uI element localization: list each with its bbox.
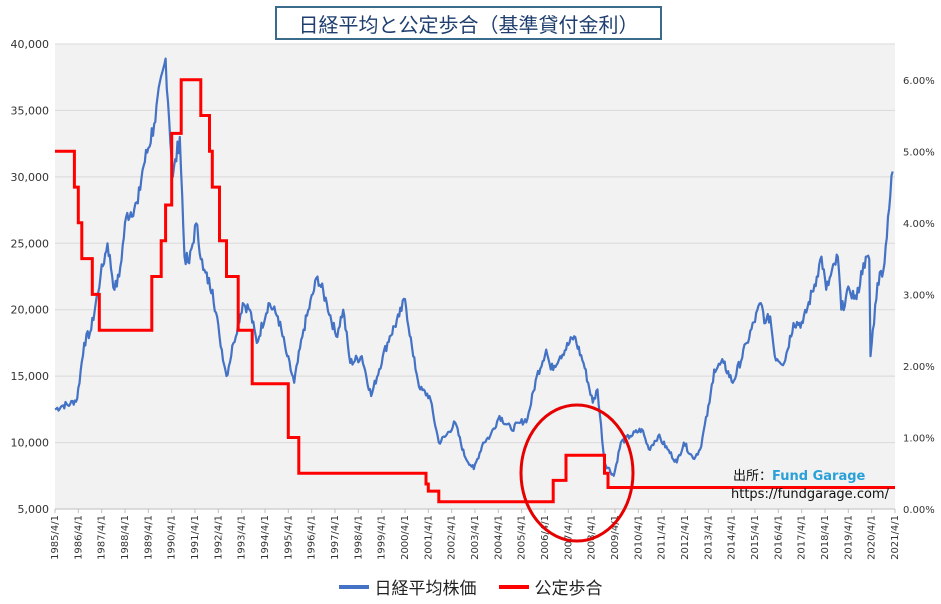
y-right-tick-label: 1.00% xyxy=(903,433,935,444)
series-lines xyxy=(54,57,895,504)
legend-item-discount-rate: 公定歩合 xyxy=(498,574,603,599)
highlight-circle xyxy=(519,403,635,543)
x-tick-label: 1993/4/1 xyxy=(237,515,248,560)
x-tick-label: 2006/4/1 xyxy=(540,515,551,560)
x-tick-label: 2017/4/1 xyxy=(797,515,808,560)
x-tick-label: 1995/4/1 xyxy=(283,515,294,560)
x-tick-label: 1999/4/1 xyxy=(377,515,388,560)
x-tick-label: 2007/4/1 xyxy=(563,515,574,560)
left-axis: 5,000 10,000 15,000 20,000 25,000 30,000 35,00… xyxy=(11,38,50,516)
series-line-nikkei xyxy=(54,57,894,477)
x-axis: 1985/4/1 1986/4/1 1987/4/1 1988/4/1 1989/4/1… xyxy=(50,508,901,560)
x-tick-label: 2013/4/1 xyxy=(703,515,714,560)
y-left-tick-label: 10,000 xyxy=(11,437,50,450)
y-left-tick-label: 40,000 xyxy=(11,38,50,51)
x-tick-label: 1989/4/1 xyxy=(143,515,154,560)
x-tick-label: 2021/4/1 xyxy=(890,515,901,560)
y-left-tick-label: 5,000 xyxy=(18,503,50,516)
x-tick-label: 1985/4/1 xyxy=(50,515,61,560)
x-tick-label: 1998/4/1 xyxy=(353,515,364,560)
y-right-tick-label: 5.00% xyxy=(903,147,935,158)
x-tick-label: 2016/4/1 xyxy=(773,515,784,560)
x-tick-label: 2019/4/1 xyxy=(843,515,854,560)
plot-area xyxy=(55,44,895,509)
x-tick-label: 1994/4/1 xyxy=(260,515,271,560)
legend-label-discount-rate: 公定歩合 xyxy=(534,579,603,599)
series-line-discount-rate xyxy=(55,78,895,504)
source-name: Fund Garage xyxy=(772,469,866,484)
legend-swatch-discount-rate xyxy=(498,584,529,589)
source-line: 出所：Fund Garage xyxy=(733,465,865,484)
source-label: 出所： xyxy=(733,469,773,484)
right-axis: 0.00% 1.00% 2.00% 3.00% 4.00% 5.00% 6.00% xyxy=(903,76,935,516)
x-tick-label: 1990/4/1 xyxy=(167,515,178,560)
legend-item-nikkei: 日経平均株価 xyxy=(338,574,477,599)
y-left-tick-label: 25,000 xyxy=(11,237,50,250)
y-left-tick-label: 15,000 xyxy=(11,370,50,383)
x-tick-label: 1988/4/1 xyxy=(120,515,131,560)
x-tick-label: 2020/4/1 xyxy=(867,515,878,560)
x-tick-label: 1996/4/1 xyxy=(307,515,318,560)
x-tick-label: 2012/4/1 xyxy=(680,515,691,560)
chart-title: 日経平均と公定歩合（基準貸付金利） xyxy=(275,6,662,40)
source-url: https://fundgarage.com/ xyxy=(731,487,889,502)
x-tick-label: 1986/4/1 xyxy=(73,515,84,560)
y-right-tick-label: 2.00% xyxy=(903,362,935,373)
x-tick-label: 2018/4/1 xyxy=(820,515,831,560)
x-tick-label: 2002/4/1 xyxy=(447,515,458,560)
legend: 日経平均株価 公定歩合 xyxy=(0,574,941,599)
legend-swatch-nikkei xyxy=(338,584,369,589)
x-tick-label: 2009/4/1 xyxy=(610,515,621,560)
y-right-tick-label: 4.00% xyxy=(903,219,935,230)
y-right-tick-label: 0.00% xyxy=(903,505,935,516)
x-tick-label: 1992/4/1 xyxy=(213,515,224,560)
y-left-tick-label: 30,000 xyxy=(11,171,50,184)
x-tick-label: 1997/4/1 xyxy=(330,515,341,560)
x-tick-label: 2001/4/1 xyxy=(423,515,434,560)
x-tick-label: 1987/4/1 xyxy=(97,515,108,560)
x-tick-label: 2004/4/1 xyxy=(493,515,504,560)
x-tick-label: 2011/4/1 xyxy=(657,515,668,560)
x-tick-label: 2015/4/1 xyxy=(750,515,761,560)
y-right-tick-label: 3.00% xyxy=(903,290,935,301)
x-tick-label: 2005/4/1 xyxy=(517,515,528,560)
x-tick-label: 2003/4/1 xyxy=(470,515,481,560)
legend-label-nikkei: 日経平均株価 xyxy=(374,579,477,599)
y-right-tick-label: 6.00% xyxy=(903,76,935,87)
x-tick-label: 1991/4/1 xyxy=(190,515,201,560)
x-tick-label: 2010/4/1 xyxy=(633,515,644,560)
x-tick-label: 2014/4/1 xyxy=(727,515,738,560)
x-tick-label: 2000/4/1 xyxy=(400,515,411,560)
y-left-tick-label: 35,000 xyxy=(11,104,50,117)
y-left-tick-label: 20,000 xyxy=(11,304,50,317)
